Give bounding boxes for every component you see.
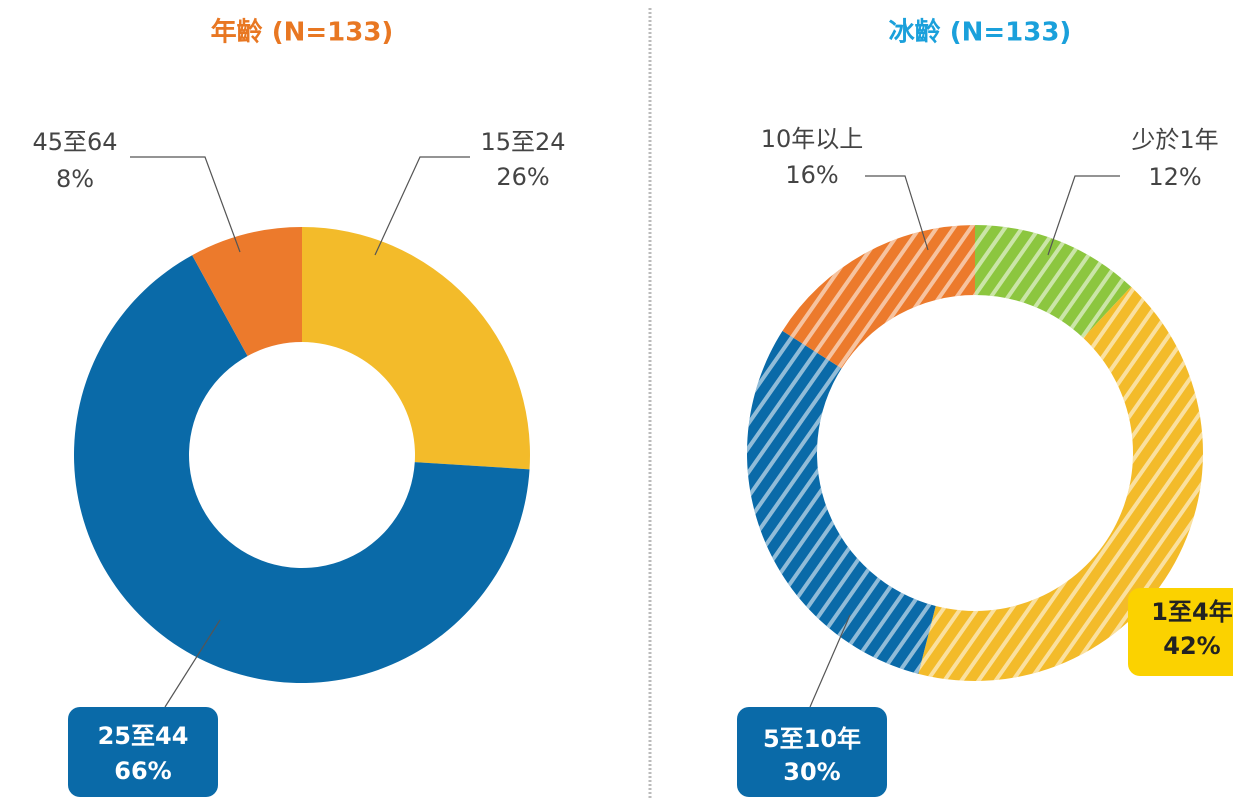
slice-hatch: [782, 225, 975, 369]
leader-line: [1047, 175, 1120, 256]
leader-line: [130, 156, 241, 253]
slice-value-label: 16%: [785, 161, 838, 189]
slice-label: 1至4年: [1151, 598, 1232, 626]
chart-title: 年齡 (N=133): [211, 17, 394, 48]
slice-value-label: 12%: [1148, 163, 1201, 191]
chart-title: 冰齡 (N=133): [889, 18, 1072, 48]
slice-label: 45至64: [32, 128, 117, 156]
slice-value-label: 30%: [783, 758, 840, 786]
slice-value-label: 26%: [496, 163, 549, 191]
leader-line: [164, 619, 221, 708]
leader-line: [865, 175, 929, 251]
slice-hatch: [918, 286, 1203, 681]
slice-label: 少於1年: [1131, 126, 1218, 154]
slice-hatch: [975, 225, 1132, 338]
slice-label: 15至24: [480, 128, 565, 156]
label-box: [68, 707, 218, 797]
donut-slice: [192, 227, 302, 356]
label-box: [737, 707, 887, 797]
donut-slice: [302, 227, 530, 470]
slice-value-label: 8%: [56, 165, 94, 193]
leader-line: [374, 156, 470, 256]
slice-label: 25至44: [98, 722, 189, 750]
slice-label: 5至10年: [763, 725, 861, 753]
label-box: [1128, 588, 1233, 676]
slice-hatch: [746, 330, 936, 674]
slice-value-label: 42%: [1163, 632, 1220, 660]
donut-slice: [73, 255, 530, 684]
leader-line: [809, 614, 851, 708]
slice-label: 10年以上: [761, 125, 864, 153]
slice-value-label: 66%: [114, 757, 171, 785]
